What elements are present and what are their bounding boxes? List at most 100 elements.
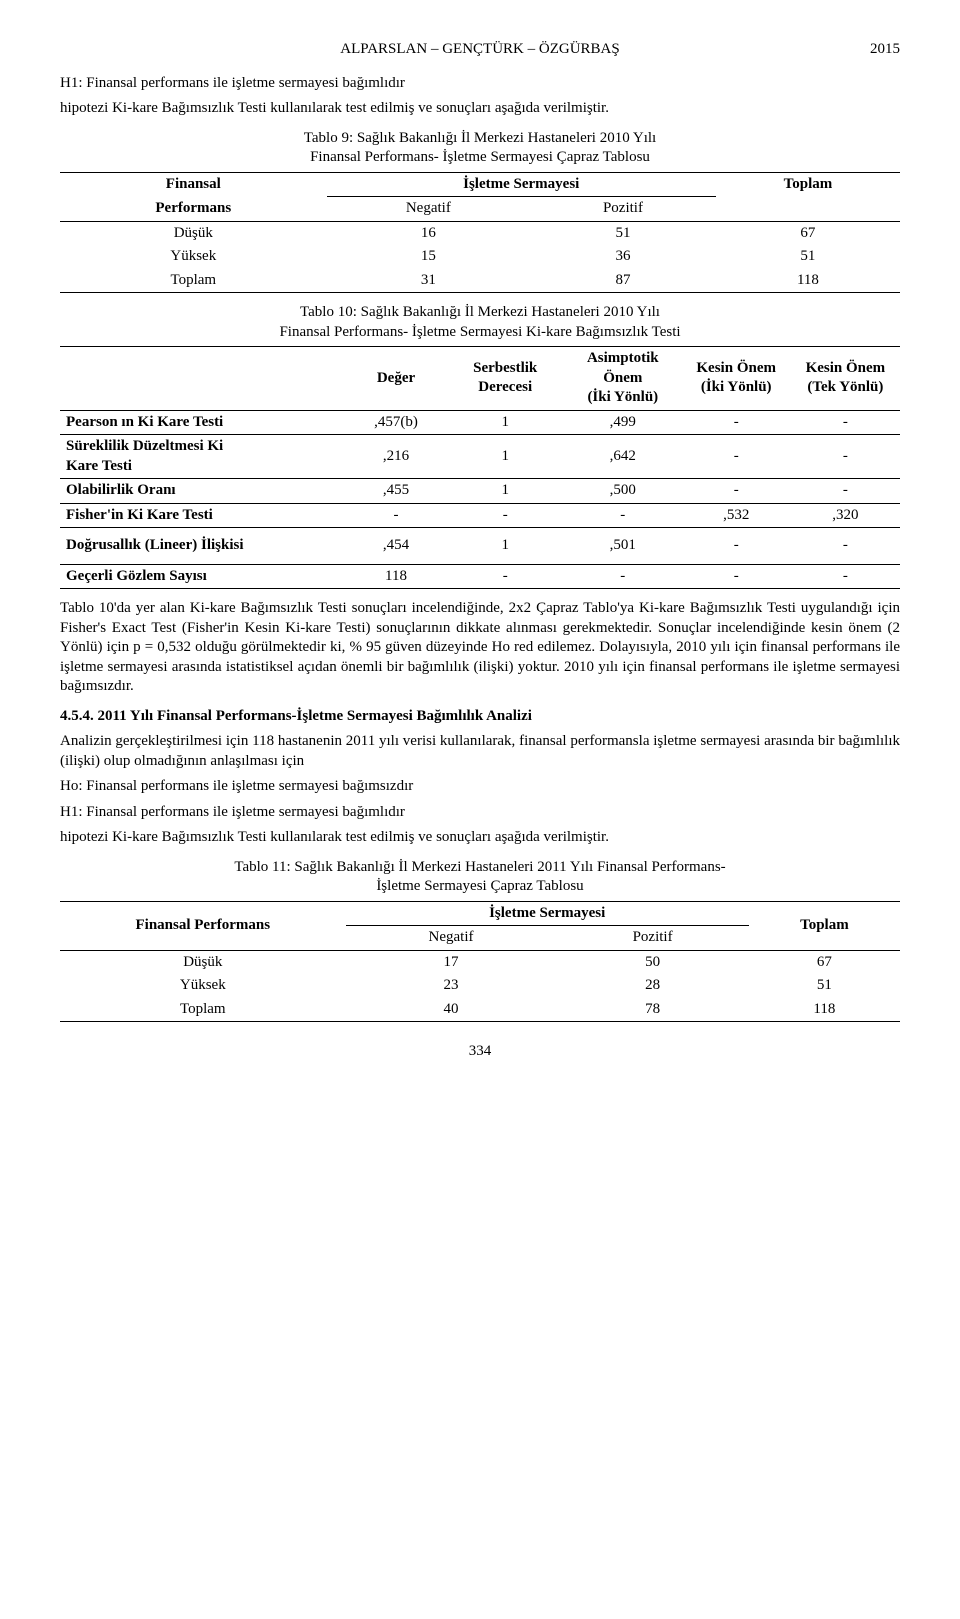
t10-h5a: Kesin Önem <box>806 360 886 376</box>
t10-r1-c5: - <box>791 410 900 435</box>
t10-r6-c1: 118 <box>346 564 447 589</box>
t10-r1-c1: ,457(b) <box>346 410 447 435</box>
t10-h3b: Önem <box>603 370 642 386</box>
table-10-title: Tablo 10: Sağlık Bakanlığı İl Merkezi Ha… <box>60 303 900 342</box>
t9-r3-c2: 87 <box>530 269 716 293</box>
hypothesis-h1: H1: Finansal performans ile işletme serm… <box>60 74 900 94</box>
t10-r2-c3: ,642 <box>564 435 682 479</box>
t10-h4b: (İki Yönlü) <box>701 379 772 395</box>
t9-r1-c1: 16 <box>327 221 531 245</box>
t11-r3-c2: 78 <box>556 998 748 1022</box>
t11-r2-c3: 51 <box>749 974 900 998</box>
t9-r2-c2: 36 <box>530 245 716 269</box>
t10-r6-c5: - <box>791 564 900 589</box>
table-9: Finansal İşletme Sermayesi Toplam Perfor… <box>60 172 900 294</box>
t10-r2-lbl: Süreklilik Düzeltmesi Ki Kare Testi <box>60 435 346 479</box>
t11-r2-c1: 23 <box>346 974 557 998</box>
t10-r3-c1: ,455 <box>346 479 447 504</box>
t11-r3-c3: 118 <box>749 998 900 1022</box>
t10-h3c: (İki Yönlü) <box>587 389 658 405</box>
t11-r1-c3: 67 <box>749 950 900 974</box>
paragraph-t10-discussion: Tablo 10'da yer alan Ki-kare Bağımsızlık… <box>60 599 900 697</box>
t11-r1-c1: 17 <box>346 950 557 974</box>
table-11-title-line1: Tablo 11: Sağlık Bakanlığı İl Merkezi Ha… <box>234 859 725 875</box>
t10-r4-c1: - <box>346 503 447 528</box>
t10-r4-c5: ,320 <box>791 503 900 528</box>
t11-h-isletme: İşletme Sermayesi <box>346 901 749 926</box>
t11-r2-lbl: Yüksek <box>60 974 346 998</box>
t10-r4-c3: - <box>564 503 682 528</box>
table-10: Değer Serbestlik Derecesi Asimptotik Öne… <box>60 346 900 589</box>
t9-r2-c1: 15 <box>327 245 531 269</box>
t10-h5b: (Tek Yönlü) <box>807 379 883 395</box>
page-header: ALPARSLAN – GENÇTÜRK – ÖZGÜRBAŞ 2015 <box>60 40 900 60</box>
page-number: 334 <box>60 1042 900 1062</box>
t9-h-isletme: İşletme Sermayesi <box>327 172 716 197</box>
t9-r3-c3: 118 <box>716 269 900 293</box>
t10-r6-c2: - <box>446 564 564 589</box>
t9-r1-c3: 67 <box>716 221 900 245</box>
t11-h-toplam: Toplam <box>749 901 900 950</box>
t10-r5-c1: ,454 <box>346 528 447 565</box>
hypothesis-note-repeat: hipotezi Ki-kare Bağımsızlık Testi kulla… <box>60 828 900 848</box>
t9-r3-c1: 31 <box>327 269 531 293</box>
hypothesis-ho: Ho: Finansal performans ile işletme serm… <box>60 777 900 797</box>
t10-r6-c4: - <box>682 564 791 589</box>
t10-r2-c4: - <box>682 435 791 479</box>
t10-r5-c2: 1 <box>446 528 564 565</box>
t10-r3-c4: - <box>682 479 791 504</box>
hypothesis-h1-repeat: H1: Finansal performans ile işletme serm… <box>60 803 900 823</box>
t10-r2-c2: 1 <box>446 435 564 479</box>
t11-r1-c2: 50 <box>556 950 748 974</box>
t10-r6-c3: - <box>564 564 682 589</box>
table-11-title-line2: İşletme Sermayesi Çapraz Tablosu <box>376 878 583 894</box>
t10-r5-lbl: Doğrusallık (Lineer) İlişkisi <box>60 528 346 565</box>
table-10-title-line2: Finansal Performans- İşletme Sermayesi K… <box>279 324 680 340</box>
t10-r3-c2: 1 <box>446 479 564 504</box>
t10-r3-c3: ,500 <box>564 479 682 504</box>
t9-r1-lbl: Düşük <box>60 221 327 245</box>
t10-h3a: Asimptotik <box>587 350 659 366</box>
t10-r4-lbl: Fisher'in Ki Kare Testi <box>60 503 346 528</box>
table-9-title-line2: Finansal Performans- İşletme Sermayesi Ç… <box>310 149 650 165</box>
t9-r3-lbl: Toplam <box>60 269 327 293</box>
t10-r4-c2: - <box>446 503 564 528</box>
t9-sub-pozitif: Pozitif <box>530 197 716 222</box>
header-year: 2015 <box>870 40 900 60</box>
t11-r1-lbl: Düşük <box>60 950 346 974</box>
t9-r2-lbl: Yüksek <box>60 245 327 269</box>
t10-r1-lbl: Pearson ın Ki Kare Testi <box>60 410 346 435</box>
t10-r6-lbl: Geçerli Gözlem Sayısı <box>60 564 346 589</box>
t11-sub-pozitif: Pozitif <box>556 926 748 951</box>
t10-h2a: Serbestlik <box>473 360 537 376</box>
t10-r5-c4: - <box>682 528 791 565</box>
t10-r2-c5: - <box>791 435 900 479</box>
section-454-heading: 4.5.4. 2011 Yılı Finansal Performans-İşl… <box>60 707 900 727</box>
t10-r2-c1: ,216 <box>346 435 447 479</box>
t10-r5-c5: - <box>791 528 900 565</box>
t10-r1-c4: - <box>682 410 791 435</box>
table-9-title: Tablo 9: Sağlık Bakanlığı İl Merkezi Has… <box>60 129 900 168</box>
t10-h-deger: Değer <box>346 347 447 411</box>
t10-r1-c2: 1 <box>446 410 564 435</box>
t9-sub-negatif: Negatif <box>327 197 531 222</box>
t9-h-performans: Performans <box>60 197 327 222</box>
t11-sub-negatif: Negatif <box>346 926 557 951</box>
t9-h-finansal: Finansal <box>60 172 327 197</box>
t10-r1-c3: ,499 <box>564 410 682 435</box>
t9-h-toplam: Toplam <box>716 172 900 197</box>
hypothesis-note: hipotezi Ki-kare Bağımsızlık Testi kulla… <box>60 99 900 119</box>
t10-r3-lbl: Olabilirlik Oranı <box>60 479 346 504</box>
t10-r5-c3: ,501 <box>564 528 682 565</box>
t9-r2-c3: 51 <box>716 245 900 269</box>
t11-r2-c2: 28 <box>556 974 748 998</box>
table-11: Finansal Performans İşletme Sermayesi To… <box>60 901 900 1023</box>
t10-r2-lbl2: Kare Testi <box>66 458 132 474</box>
t10-h-asimptotik: Asimptotik Önem (İki Yönlü) <box>564 347 682 411</box>
table-11-title: Tablo 11: Sağlık Bakanlığı İl Merkezi Ha… <box>60 858 900 897</box>
t9-r1-c2: 51 <box>530 221 716 245</box>
t11-r3-lbl: Toplam <box>60 998 346 1022</box>
t11-h-finperf: Finansal Performans <box>60 901 346 950</box>
t10-r2-lbl1: Süreklilik Düzeltmesi Ki <box>66 438 223 454</box>
table-9-title-line1: Tablo 9: Sağlık Bakanlığı İl Merkezi Has… <box>304 130 656 146</box>
